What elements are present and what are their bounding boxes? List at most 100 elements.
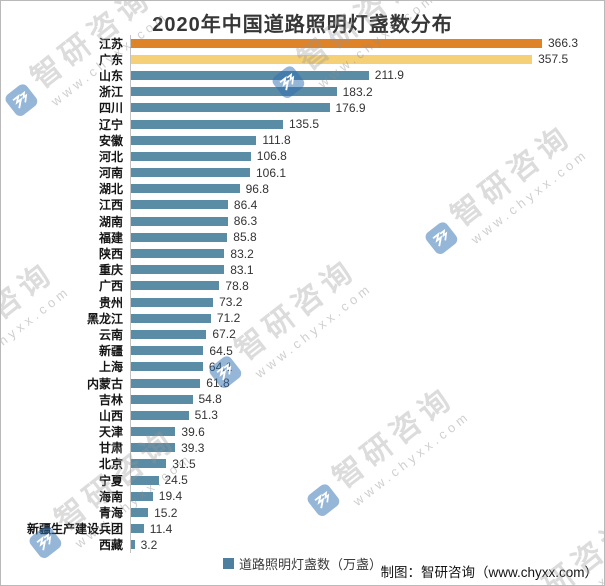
value-label: 211.9 <box>374 68 404 83</box>
bar-row: 河南 106.1 <box>1 164 604 181</box>
value-label: 73.2 <box>219 295 243 310</box>
category-label: 广西 <box>98 279 123 294</box>
bar-track: 366.3 <box>130 35 604 52</box>
category-label: 湖北 <box>98 182 123 197</box>
bar <box>131 200 228 210</box>
bar-row: 宁夏 24.5 <box>1 472 604 489</box>
bar-track: 78.8 <box>130 277 604 294</box>
legend-label: 道路照明灯盏数（万盏） <box>238 557 382 572</box>
bar-row: 黑龙江 71.2 <box>1 310 604 327</box>
value-label: 71.2 <box>216 311 241 326</box>
bar-track: 96.8 <box>130 180 604 197</box>
bar-row: 云南 67.2 <box>1 326 604 343</box>
bar <box>131 135 257 145</box>
value-label: 67.2 <box>212 327 236 342</box>
bar <box>131 394 193 404</box>
category-label: 上海 <box>98 360 123 375</box>
bar-track: 61.8 <box>130 374 604 392</box>
category-label: 江苏 <box>98 36 123 51</box>
category-label: 四川 <box>98 101 123 116</box>
category-label: 河南 <box>98 166 123 181</box>
value-label: 24.5 <box>164 473 188 488</box>
value-label: 83.2 <box>230 246 254 261</box>
bar <box>131 427 176 437</box>
bar-row: 新疆生产建设兵团 11.4 <box>1 520 604 537</box>
bar <box>131 119 283 129</box>
bar-track: 73.2 <box>130 294 604 311</box>
value-label: 61.8 <box>206 376 230 391</box>
bar <box>131 38 542 48</box>
category-label: 陕西 <box>98 247 123 262</box>
bar-row: 河北 106.8 <box>1 148 604 165</box>
category-label: 甘肃 <box>98 441 123 456</box>
category-label: 湖南 <box>98 214 123 229</box>
bar <box>131 491 153 501</box>
category-label: 广东 <box>98 52 123 67</box>
bar-track: 106.8 <box>130 148 604 165</box>
value-label: 64.5 <box>209 343 233 358</box>
bar-row: 内蒙古 61.8 <box>1 374 604 392</box>
bar <box>131 475 159 485</box>
value-label: 183.2 <box>342 84 373 99</box>
bar <box>131 378 201 388</box>
bar-rows: 江苏 366.3 广东 357.5 山东 211.9 浙江 183.2 四川 176.9 辽宁 135… <box>1 35 604 553</box>
value-label: 85.8 <box>233 230 257 245</box>
value-label: 64.1 <box>208 359 233 374</box>
bar <box>131 459 167 469</box>
bar-track: 64.1 <box>130 358 604 375</box>
category-label: 山东 <box>98 68 123 83</box>
footer-credit: 制图：智研咨询（www.chyxx.com） <box>380 565 598 580</box>
category-label: 贵州 <box>98 295 123 310</box>
bar <box>131 265 225 275</box>
value-label: 106.1 <box>256 165 287 180</box>
value-label: 86.3 <box>233 214 258 229</box>
bar <box>131 184 240 194</box>
value-label: 78.8 <box>225 278 249 293</box>
value-label: 357.5 <box>538 52 569 67</box>
bar-row: 山东 211.9 <box>1 67 604 84</box>
bar <box>131 87 337 97</box>
bar-row: 辽宁 135.5 <box>1 115 604 133</box>
value-label: 31.5 <box>172 456 196 471</box>
category-label: 浙江 <box>98 85 123 100</box>
category-label: 海南 <box>98 489 123 504</box>
bar-row: 青海 15.2 <box>1 504 604 521</box>
category-label: 江西 <box>98 198 123 213</box>
bar-track: 54.8 <box>130 391 604 408</box>
bar-track: 85.8 <box>130 229 604 246</box>
bar-track: 24.5 <box>130 472 604 489</box>
value-label: 135.5 <box>289 117 320 132</box>
bar-row: 广西 78.8 <box>1 277 604 294</box>
bar-row: 重庆 83.1 <box>1 261 604 278</box>
bar <box>131 508 149 518</box>
bar-row: 吉林 54.8 <box>1 391 604 408</box>
bar-row: 浙江 183.2 <box>1 83 604 100</box>
category-label: 河北 <box>98 149 123 164</box>
category-label: 新疆 <box>98 344 123 359</box>
bar-row: 湖南 86.3 <box>1 213 604 230</box>
value-label: 366.3 <box>548 36 579 51</box>
value-label: 39.3 <box>181 440 205 455</box>
bar-track: 86.4 <box>130 196 604 214</box>
bar <box>131 362 203 372</box>
bar <box>131 313 211 323</box>
bar-track: 357.5 <box>130 51 604 68</box>
value-label: 176.9 <box>335 100 366 115</box>
bar-track: 3.2 <box>130 536 604 553</box>
bar-track: 111.8 <box>130 132 604 149</box>
category-label: 青海 <box>98 506 123 521</box>
category-label: 安徽 <box>98 133 123 148</box>
bar <box>131 540 135 550</box>
bar <box>131 281 220 291</box>
value-label: 39.6 <box>181 424 205 439</box>
bar <box>131 443 176 453</box>
legend: 道路照明灯盏数（万盏） <box>1 556 604 572</box>
bar-row: 贵州 73.2 <box>1 294 604 311</box>
bar <box>131 297 214 307</box>
value-label: 96.8 <box>245 181 269 196</box>
category-label: 黑龙江 <box>86 311 123 326</box>
value-label: 3.2 <box>140 537 158 552</box>
legend-marker-icon <box>222 558 234 569</box>
bar-track: 64.5 <box>130 342 604 359</box>
